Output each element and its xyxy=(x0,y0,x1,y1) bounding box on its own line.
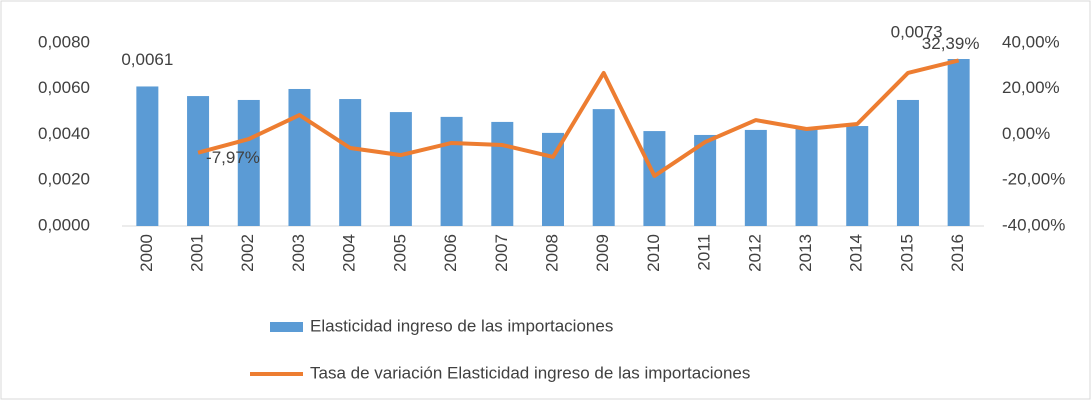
y-tick-label: 0,0080 xyxy=(38,32,90,51)
y-tick-label: 0,0020 xyxy=(38,170,90,189)
x-tick-label: 2012 xyxy=(745,234,764,272)
legend-label: Elasticidad ingreso de las importaciones xyxy=(310,316,613,335)
bar xyxy=(440,116,463,226)
y2-tick-label: -20,00% xyxy=(1002,170,1065,189)
legend-swatch xyxy=(270,322,303,332)
y2-tick-label: 40,00% xyxy=(1002,32,1060,51)
x-tick-label: 2002 xyxy=(238,234,257,272)
bar xyxy=(187,96,210,226)
x-tick-label: 2003 xyxy=(289,234,308,272)
data-label: -7,97% xyxy=(206,148,260,167)
x-tick-label: 2009 xyxy=(593,234,612,272)
bar xyxy=(389,112,412,226)
x-tick-label: 2000 xyxy=(137,234,156,272)
x-tick-label: 2013 xyxy=(796,234,815,272)
x-tick-label: 2005 xyxy=(390,234,409,272)
data-label: 32,39% xyxy=(922,34,980,53)
x-tick-label: 2008 xyxy=(542,234,561,272)
bar xyxy=(896,99,919,226)
y2-tick-label: 20,00% xyxy=(1002,78,1060,97)
data-label: 0,0073 xyxy=(891,22,943,41)
x-tick-label: 2011 xyxy=(695,234,714,271)
data-label: 0,0061 xyxy=(121,50,173,69)
bar xyxy=(592,109,615,226)
x-tick-label: 2010 xyxy=(644,234,663,272)
x-tick-label: 2016 xyxy=(948,234,967,272)
bar xyxy=(491,121,514,226)
line xyxy=(197,58,960,178)
bar xyxy=(744,129,767,226)
y2-tick-label: 0,00% xyxy=(1002,124,1050,143)
bar xyxy=(947,59,970,227)
x-tick-label: 2014 xyxy=(847,234,866,272)
x-tick-label: 2004 xyxy=(340,234,359,272)
bar xyxy=(237,99,260,226)
y-tick-label: 0,0060 xyxy=(38,78,90,97)
x-tick-label: 2001 xyxy=(188,234,207,272)
bar xyxy=(643,131,666,226)
bar xyxy=(694,134,717,226)
y-tick-label: 0,0000 xyxy=(38,215,90,234)
x-tick-label: 2015 xyxy=(897,234,916,272)
bar xyxy=(846,126,869,226)
legend-label: Tasa de variación Elasticidad ingreso de… xyxy=(310,363,750,382)
bar xyxy=(288,88,311,226)
bar xyxy=(339,99,362,226)
bar xyxy=(136,86,159,227)
x-tick-label: 2006 xyxy=(441,234,460,272)
bar xyxy=(795,127,818,226)
y2-tick-label: -40,00% xyxy=(1002,215,1065,234)
y-tick-label: 0,0040 xyxy=(38,124,90,143)
x-tick-label: 2007 xyxy=(492,234,511,272)
